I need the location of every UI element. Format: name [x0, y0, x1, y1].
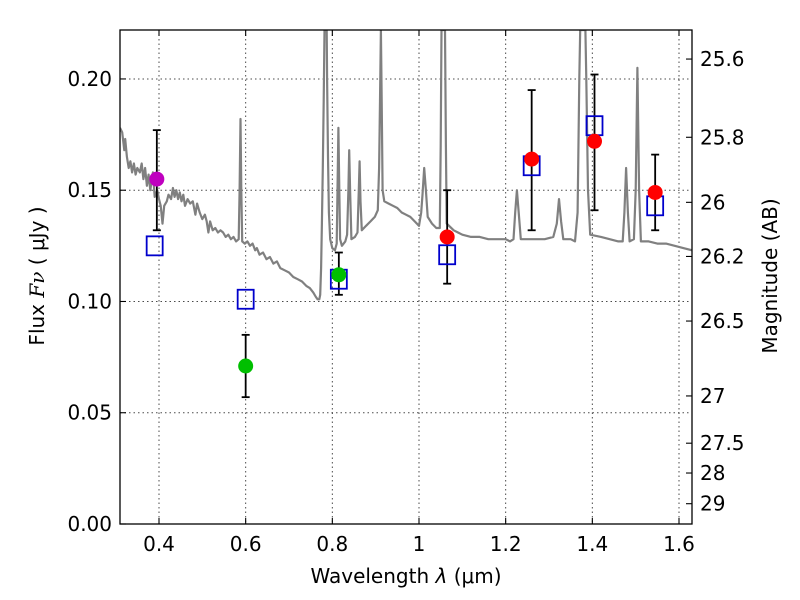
model-spectrum-layer — [120, 30, 692, 301]
grid-layer — [120, 30, 692, 525]
x-tick-label: 1.6 — [663, 532, 695, 556]
x-tick-label: 0.4 — [143, 532, 175, 556]
observed-flux-point — [647, 184, 663, 200]
observed-flux-point — [149, 171, 165, 187]
y-tick-label: 0.15 — [67, 178, 112, 202]
y-axis-title: Flux Fν ( μJy ) — [25, 206, 49, 345]
y-tick-label: 0.05 — [67, 401, 112, 425]
y2-tick-label: 29 — [700, 492, 725, 516]
y2-tick-label: 27 — [700, 384, 725, 408]
model-photometry-square — [236, 288, 255, 310]
x-tick-label: 0.6 — [230, 532, 262, 556]
x-axis-title: Wavelength λ (μm) — [310, 564, 501, 588]
x-tick-label: 0.8 — [316, 532, 348, 556]
observed-point-layer — [149, 133, 663, 374]
y2-tick-label: 27.5 — [700, 431, 745, 455]
observed-flux-point — [524, 151, 540, 167]
x-tick-label: 1.2 — [490, 532, 522, 556]
y-tick-label: 0.00 — [67, 512, 112, 536]
model-photometry-square — [438, 244, 457, 266]
observed-flux-point — [331, 267, 347, 283]
y2-tick-label: 26 — [700, 190, 725, 214]
model-photometry-layer — [145, 115, 665, 310]
y2-axis-title: Magnitude (AB) — [758, 198, 782, 353]
y2-tick-label: 25.8 — [700, 125, 745, 149]
y2-tick-label: 25.6 — [700, 47, 745, 71]
y2-tick-label: 26.5 — [700, 309, 745, 333]
plot-frame — [119, 29, 693, 525]
model-photometry-square — [145, 235, 164, 257]
model-spectrum-line — [120, 30, 692, 301]
observed-flux-point — [587, 133, 602, 149]
axis-layer: 0.4 0.6 0.8 1 1.2 1.4 1.6 0.00 0.05 0.10 0.15 0.20 2… — [67, 29, 745, 556]
x-tick-label: 1.4 — [576, 532, 608, 556]
y-tick-label: 0.20 — [67, 67, 112, 91]
x-tick-label: 1 — [413, 532, 426, 556]
observed-flux-point — [439, 229, 455, 245]
y-tick-label: 0.10 — [67, 289, 112, 313]
y2-tick-label: 28 — [700, 461, 725, 485]
y2-tick-label: 26.2 — [700, 244, 745, 268]
observed-flux-point — [238, 358, 254, 374]
